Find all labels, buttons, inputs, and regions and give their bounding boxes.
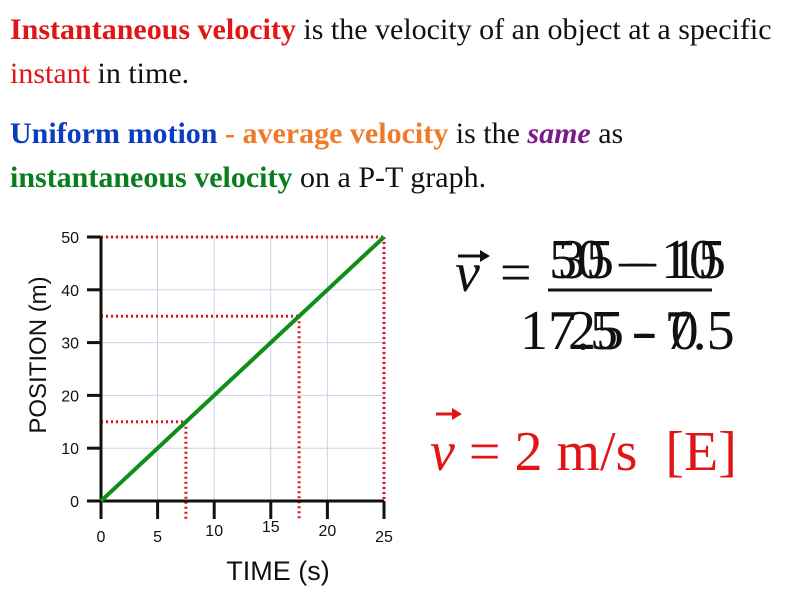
text-is-the: is the — [448, 117, 528, 150]
velocity-direction: [E] — [665, 421, 737, 483]
uniform-motion-paragraph: Uniform motion - average velocity is the… — [10, 112, 795, 200]
x-tick-label: 25 — [375, 529, 393, 546]
term-instantaneous-velocity: Instantaneous velocity — [10, 13, 296, 46]
term-average-velocity: average velocity — [242, 117, 449, 150]
term-uniform-motion: Uniform motion — [10, 117, 218, 150]
y-tick-label: 30 — [61, 336, 79, 353]
y-axis-label: POSITION (m) — [25, 276, 52, 433]
axes — [87, 235, 386, 519]
x-tick-label: 15 — [262, 519, 280, 536]
numerator-a: 50 – 10 — [549, 229, 717, 291]
v-symbol-2: v — [430, 421, 455, 483]
term-instantaneous-velocity-2: instantaneous velocity — [10, 161, 293, 194]
y-tick-label: 20 — [61, 388, 79, 405]
equals-sign-2: = — [468, 421, 501, 483]
x-tick-label: 10 — [205, 523, 223, 540]
y-tick-label: 0 — [70, 494, 79, 511]
v-symbol: v — [455, 242, 480, 304]
term-instant: instant — [10, 57, 90, 90]
y-tick-label: 10 — [61, 441, 79, 458]
velocity-value: 2 m/s — [514, 421, 638, 483]
x-tick-label: 5 — [153, 529, 162, 546]
equals-sign: = — [500, 242, 532, 304]
velocity-result: v = 2 m/s [E] — [430, 424, 737, 480]
text-as: as — [590, 117, 624, 150]
x-tick-label: 20 — [319, 523, 337, 540]
term-same: same — [527, 117, 591, 150]
definition-text: is the velocity of an object at a specif… — [295, 13, 772, 46]
dash: - — [217, 117, 243, 150]
guide-lines — [101, 235, 386, 519]
x-axis-label: TIME (s) — [226, 556, 329, 586]
y-tick-label: 40 — [61, 283, 79, 300]
series — [99, 235, 386, 503]
definition-paragraph: Instantaneous velocity is the velocity o… — [10, 8, 790, 96]
definition-text-end: in time. — [90, 57, 190, 90]
numerator-b: 35 – 15 — [558, 229, 726, 291]
x-tick-label: 0 — [97, 529, 106, 546]
position-time-line — [99, 235, 386, 503]
denominator-b: 17.5 - 7.5 — [520, 300, 735, 362]
y-tick-label: 50 — [61, 230, 79, 247]
text-on-pt-graph: on a P-T graph. — [292, 161, 487, 194]
tick-labels: 0 10 20 30 40 50 0 5 10 15 20 25 — [61, 230, 393, 546]
denominator-a: 25 - 0 — [568, 300, 699, 362]
